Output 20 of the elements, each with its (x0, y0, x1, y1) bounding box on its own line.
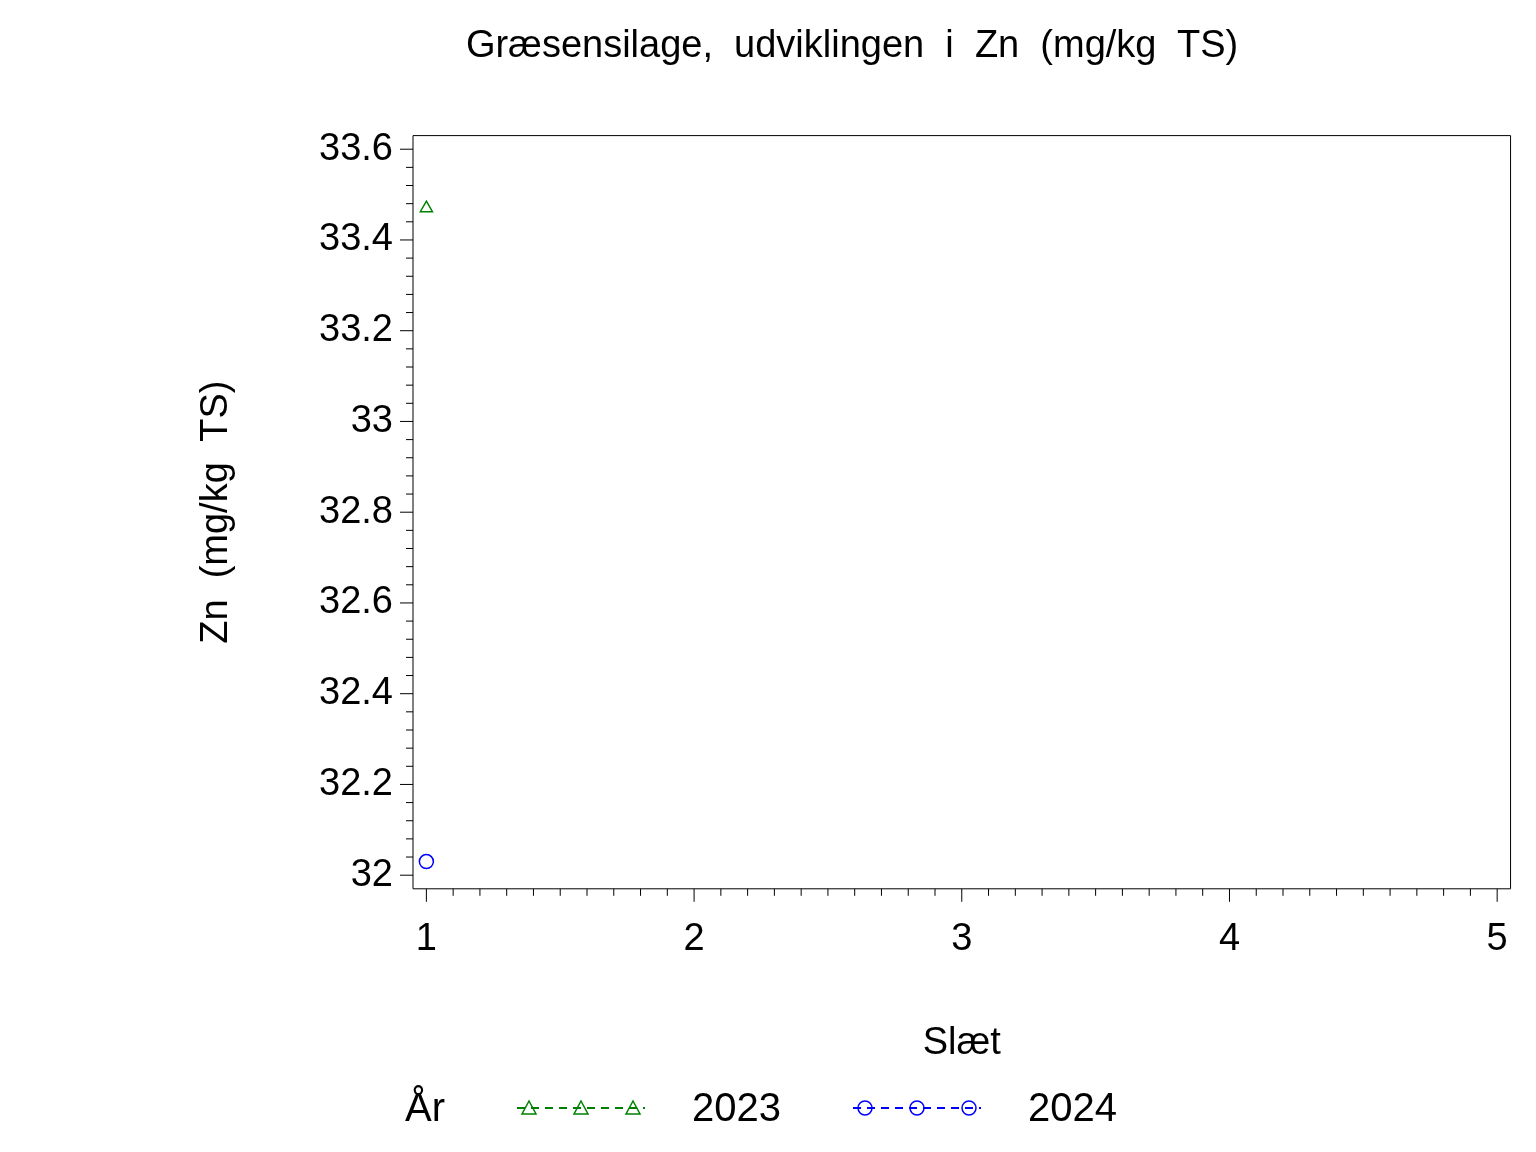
legend-title: År (405, 1085, 445, 1130)
x-tick-label: 1 (415, 916, 437, 959)
y-axis-title: Zn (mg/kg TS) (193, 380, 236, 644)
y-tick-label: 32 (350, 851, 393, 894)
legend-label: 2023 (692, 1085, 781, 1130)
x-tick-label: 2 (683, 916, 705, 959)
y-tick-label: 33 (350, 397, 393, 440)
y-tick-label: 33.4 (319, 216, 393, 259)
chart-title: Græsensilage, udviklingen i Zn (mg/kg TS) (465, 23, 1239, 66)
legend-label: 2024 (1027, 1085, 1117, 1130)
x-tick-label: 4 (1218, 916, 1241, 959)
x-tick-label: 3 (951, 916, 973, 959)
x-tick-label: 5 (1486, 916, 1508, 959)
x-axis-title: Slæt (922, 1019, 1002, 1062)
y-tick-label: 33.2 (319, 307, 393, 350)
y-tick-label: 32.4 (319, 670, 393, 713)
y-tick-label: 33.6 (319, 125, 393, 168)
y-tick-label: 32.8 (319, 488, 393, 531)
y-tick-label: 32.6 (319, 579, 393, 622)
y-tick-label: 32.2 (319, 760, 393, 803)
